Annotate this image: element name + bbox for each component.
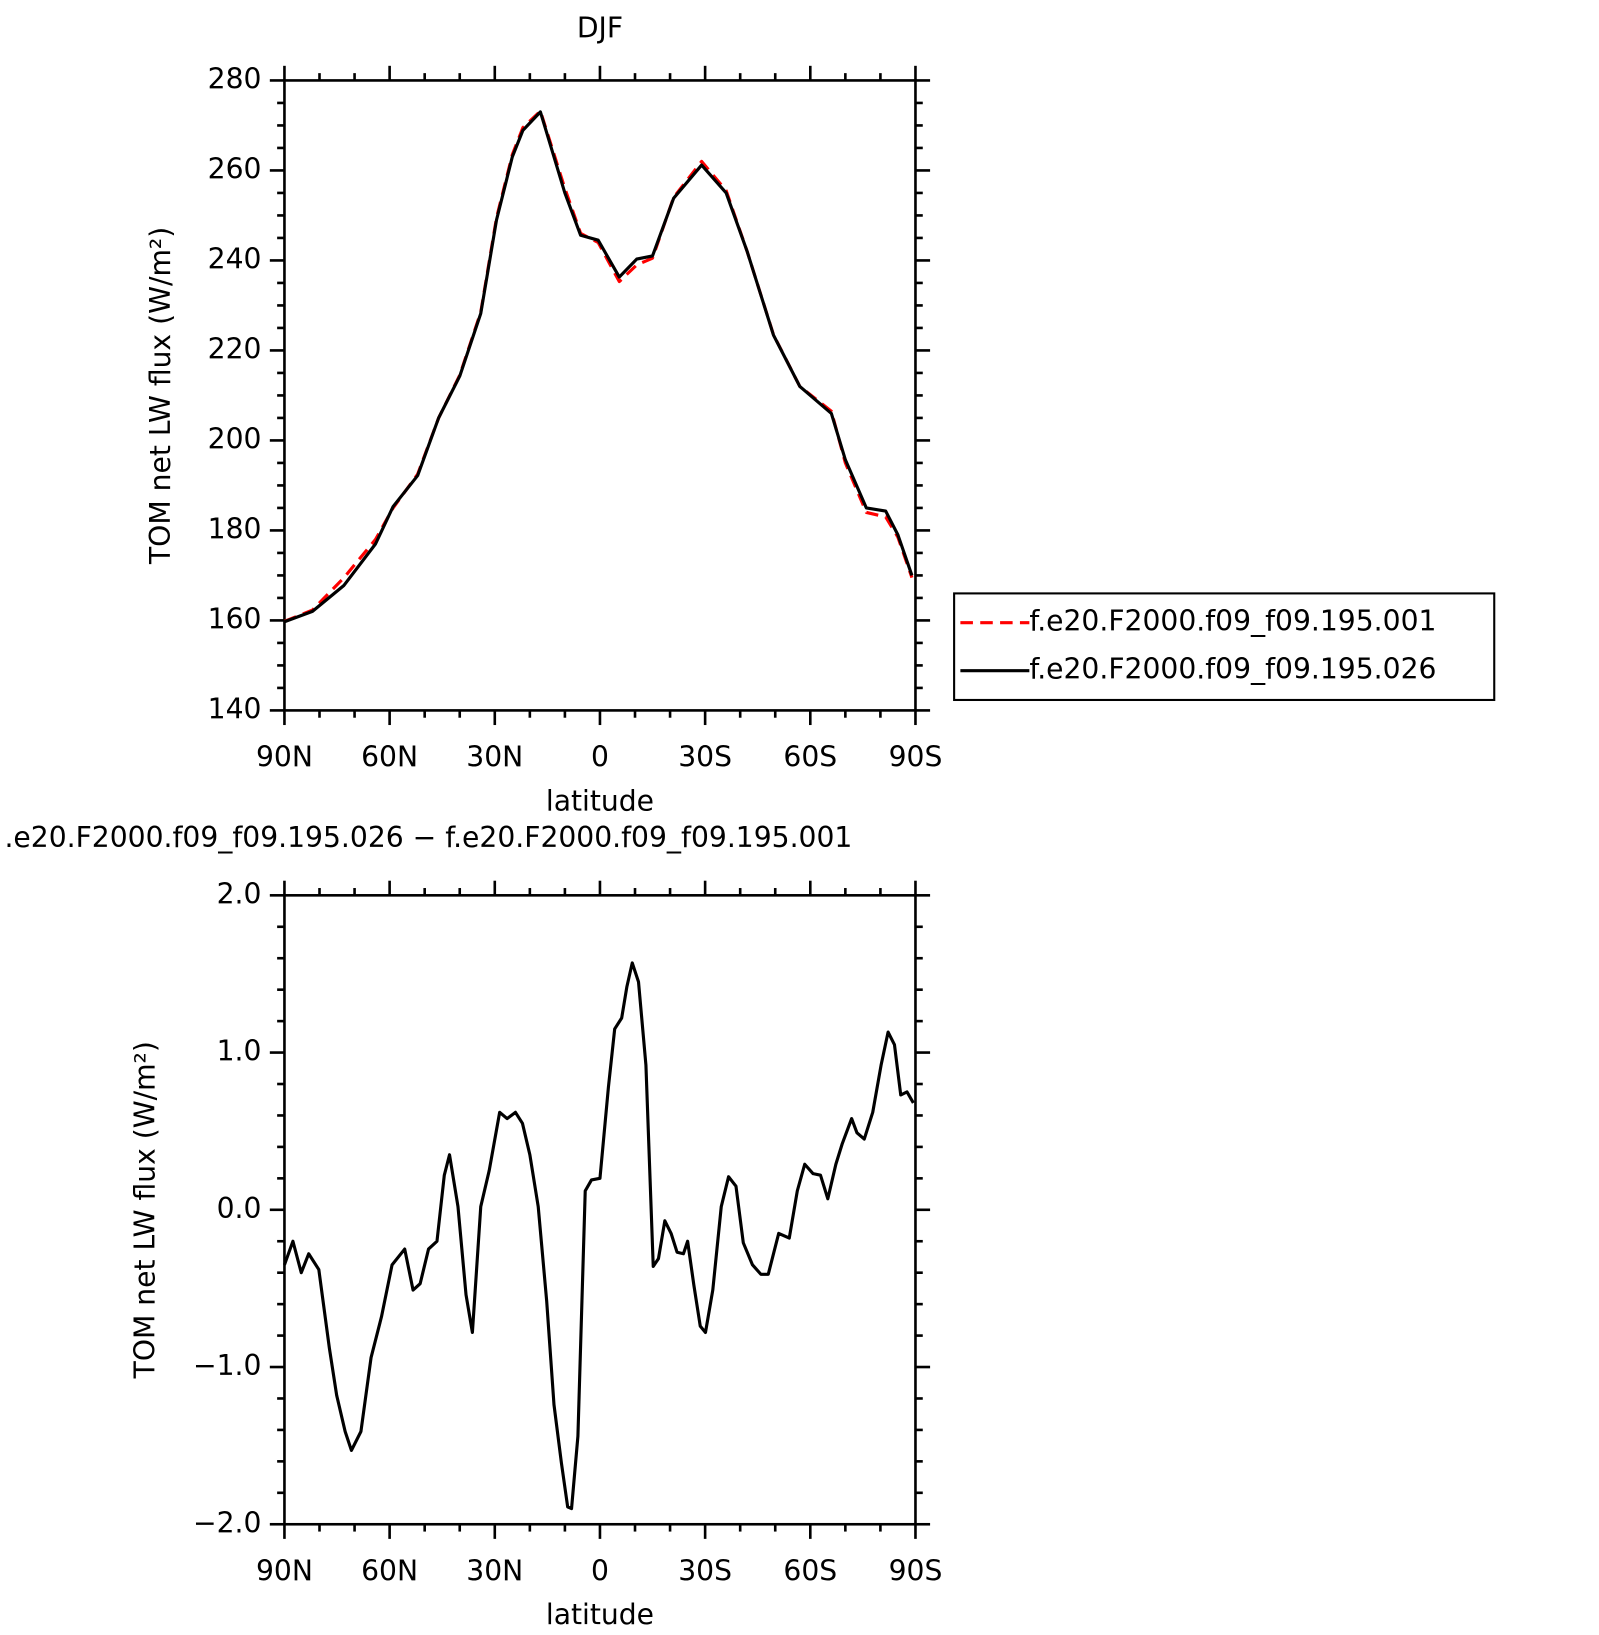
y-tick-label: 0.0 — [217, 1192, 262, 1225]
y-tick-label: 140 — [208, 692, 262, 725]
x-tick-label: 60N — [361, 1554, 418, 1587]
y-axis-label: TOM net LW flux (W/m²) — [144, 227, 177, 565]
data-line — [282, 961, 915, 1511]
data-line — [283, 110, 914, 624]
y-tick-label: 180 — [208, 512, 262, 545]
panel: .e20.F2000.f09_f09.195.026 − f.e20.F2000… — [4, 821, 942, 1631]
y-tick-label: −1.0 — [193, 1349, 261, 1382]
legend-box — [953, 592, 1496, 702]
x-tick-label: 90S — [889, 1554, 943, 1587]
x-tick-label: 30N — [466, 1554, 523, 1587]
y-tick-label: 280 — [208, 62, 262, 95]
legend-label: f.e20.F2000.f09_f09.195.001 — [1029, 605, 1436, 638]
x-tick-label: 0 — [591, 740, 609, 773]
panel: DJF latitude TOM net LW flux (W/m²) 140 160 1… — [144, 11, 1496, 817]
plot-frame — [283, 894, 917, 1526]
y-tick-label: −2.0 — [193, 1506, 261, 1539]
x-tick-label: 90N — [256, 1554, 313, 1587]
chart-title: DJF — [577, 11, 623, 44]
x-tick-label: 30S — [678, 740, 732, 773]
y-tick-label: 260 — [208, 152, 262, 185]
y-axis-label: TOM net LW flux (W/m²) — [129, 1041, 162, 1379]
x-tick-label: 60S — [783, 740, 837, 773]
y-tick-label: 160 — [208, 602, 262, 635]
y-tick-label: 220 — [208, 332, 262, 365]
x-tick-label: 90S — [889, 740, 943, 773]
y-tick-label: 240 — [208, 242, 262, 275]
chart-title: .e20.F2000.f09_f09.195.026 − f.e20.F2000… — [4, 821, 852, 854]
x-tick-label: 30N — [466, 740, 523, 773]
x-tick-label: 0 — [591, 1554, 609, 1587]
data-line — [283, 109, 914, 623]
legend-label: f.e20.F2000.f09_f09.195.026 — [1029, 653, 1436, 686]
y-tick-label: 2.0 — [217, 877, 262, 910]
plot-frame — [283, 79, 917, 712]
x-axis-label: latitude — [546, 784, 654, 817]
x-tick-label: 60N — [361, 740, 418, 773]
legend: f.e20.F2000.f09_f09.195.001 f.e20.F2000.f… — [953, 592, 1496, 702]
x-axis-label: latitude — [546, 1598, 654, 1631]
x-tick-label: 90N — [256, 740, 313, 773]
x-tick-label: 60S — [783, 1554, 837, 1587]
x-tick-label: 30S — [678, 1554, 732, 1587]
y-tick-label: 200 — [208, 422, 262, 455]
y-tick-label: 1.0 — [217, 1035, 262, 1068]
